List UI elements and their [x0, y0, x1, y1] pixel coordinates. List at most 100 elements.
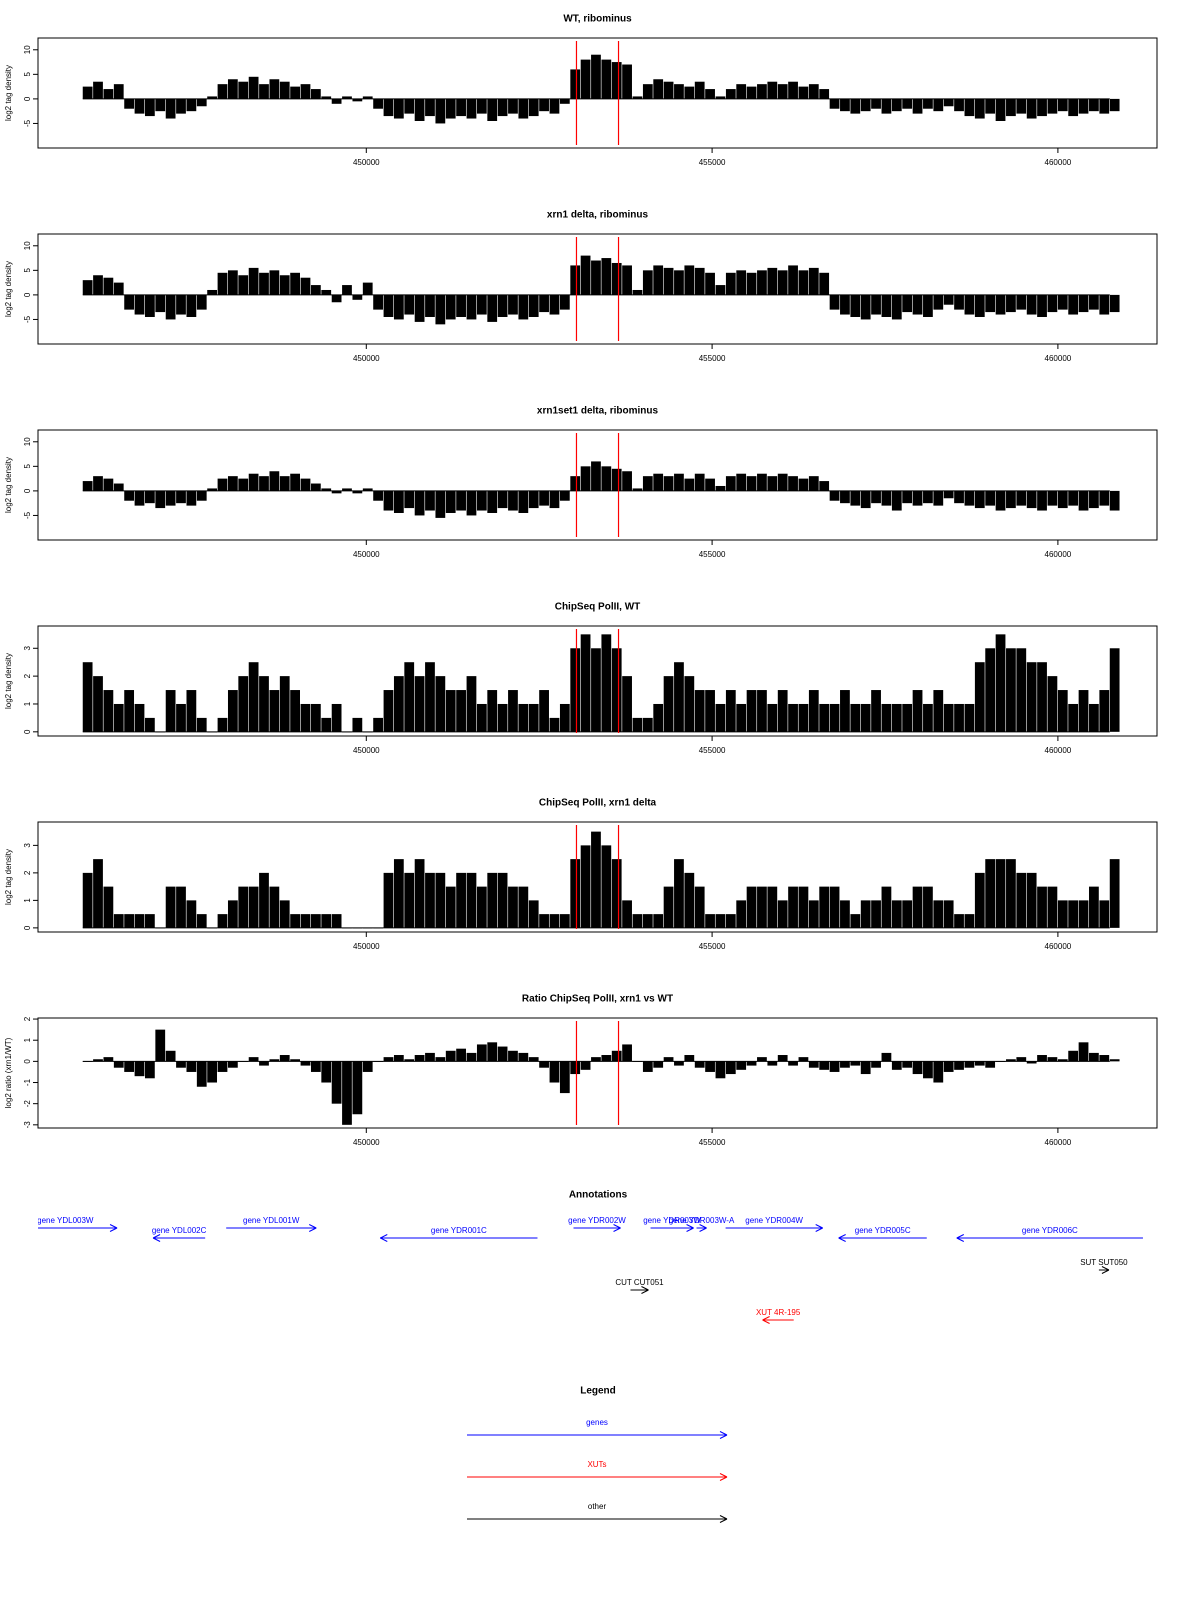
bar: [425, 872, 435, 928]
bar: [362, 1061, 373, 1072]
bar: [1047, 886, 1058, 928]
bar: [601, 1055, 612, 1062]
bar: [829, 294, 840, 310]
bar: [777, 270, 788, 295]
bar: [808, 690, 819, 732]
bar: [508, 490, 518, 511]
bar: [923, 98, 933, 109]
bar: [466, 490, 477, 516]
bar: [528, 490, 539, 509]
bar: [1006, 98, 1016, 117]
bar: [1057, 1059, 1068, 1062]
bar: [663, 676, 674, 732]
bar: [248, 473, 259, 491]
x-tick-label: 455000: [699, 550, 726, 559]
x-tick-label: 460000: [1045, 1138, 1072, 1147]
bar: [165, 294, 176, 320]
bar: [1078, 294, 1089, 313]
bar: [601, 258, 612, 295]
bar: [777, 1055, 788, 1062]
y-tick-label: 10: [23, 45, 32, 54]
bar: [995, 98, 1006, 121]
bar: [144, 717, 155, 732]
arrow-head: [719, 1515, 728, 1520]
arrow-head: [641, 1289, 649, 1294]
bar: [653, 79, 664, 99]
bar: [342, 488, 352, 491]
bar: [725, 272, 736, 295]
bar: [279, 676, 290, 732]
bar: [954, 914, 964, 928]
bar: [943, 490, 954, 499]
bar: [974, 662, 985, 732]
bar: [798, 478, 809, 491]
chart-title: xrn1set1 delta, ribominus: [537, 406, 659, 417]
bar: [663, 886, 674, 928]
bar: [798, 270, 809, 295]
bar: [1089, 490, 1099, 509]
bar: [393, 490, 404, 513]
bar: [580, 255, 591, 295]
bar: [736, 900, 747, 928]
y-tick-label: 1: [23, 1037, 32, 1042]
bar: [103, 886, 114, 928]
bar: [871, 690, 881, 732]
bar: [269, 1059, 280, 1062]
bar: [933, 900, 944, 928]
y-tick-label: 5: [23, 464, 32, 469]
y-tick-label: 1: [23, 701, 32, 706]
bar: [93, 275, 103, 295]
bar: [1068, 900, 1079, 928]
bar: [124, 690, 135, 732]
y-tick-label: -5: [23, 119, 32, 127]
bar: [767, 703, 778, 732]
bar: [559, 98, 570, 104]
bar: [819, 886, 830, 928]
bar: [539, 1061, 549, 1068]
bar: [1006, 294, 1016, 313]
bar: [871, 1061, 881, 1068]
bar: [601, 634, 612, 732]
bar: [860, 490, 871, 509]
bar: [674, 473, 684, 491]
y-axis-label: log2 tag density: [4, 261, 13, 317]
bar: [414, 676, 425, 732]
bar: [891, 1061, 902, 1070]
bar: [1068, 1050, 1079, 1062]
bar: [362, 96, 373, 99]
bar: [352, 490, 363, 494]
arrow-head: [815, 1224, 823, 1229]
bar: [144, 294, 155, 317]
bar: [196, 914, 207, 928]
bar: [985, 648, 996, 732]
bar: [93, 1059, 103, 1062]
bar: [539, 294, 549, 313]
bar: [829, 98, 840, 109]
bar: [933, 690, 944, 732]
y-tick-label: 0: [23, 96, 32, 101]
bar: [134, 98, 145, 114]
bar: [362, 488, 373, 491]
bar: [891, 294, 902, 320]
bar: [373, 98, 383, 109]
chart-title: xrn1 delta, ribominus: [547, 210, 649, 221]
bar: [528, 1057, 539, 1062]
bar: [528, 294, 539, 317]
bar: [1068, 98, 1079, 117]
bar: [466, 872, 477, 928]
bar: [964, 490, 975, 506]
bar: [238, 81, 249, 99]
arrow-head: [686, 1227, 694, 1232]
bar: [373, 294, 383, 310]
bar: [923, 490, 933, 504]
bar: [103, 1057, 114, 1062]
bar: [300, 914, 311, 928]
bar: [777, 473, 788, 491]
bar: [310, 285, 321, 295]
bar: [134, 294, 145, 315]
bar: [694, 1061, 705, 1068]
bar: [705, 272, 715, 295]
bar: [435, 1057, 446, 1062]
bar: [788, 476, 798, 491]
